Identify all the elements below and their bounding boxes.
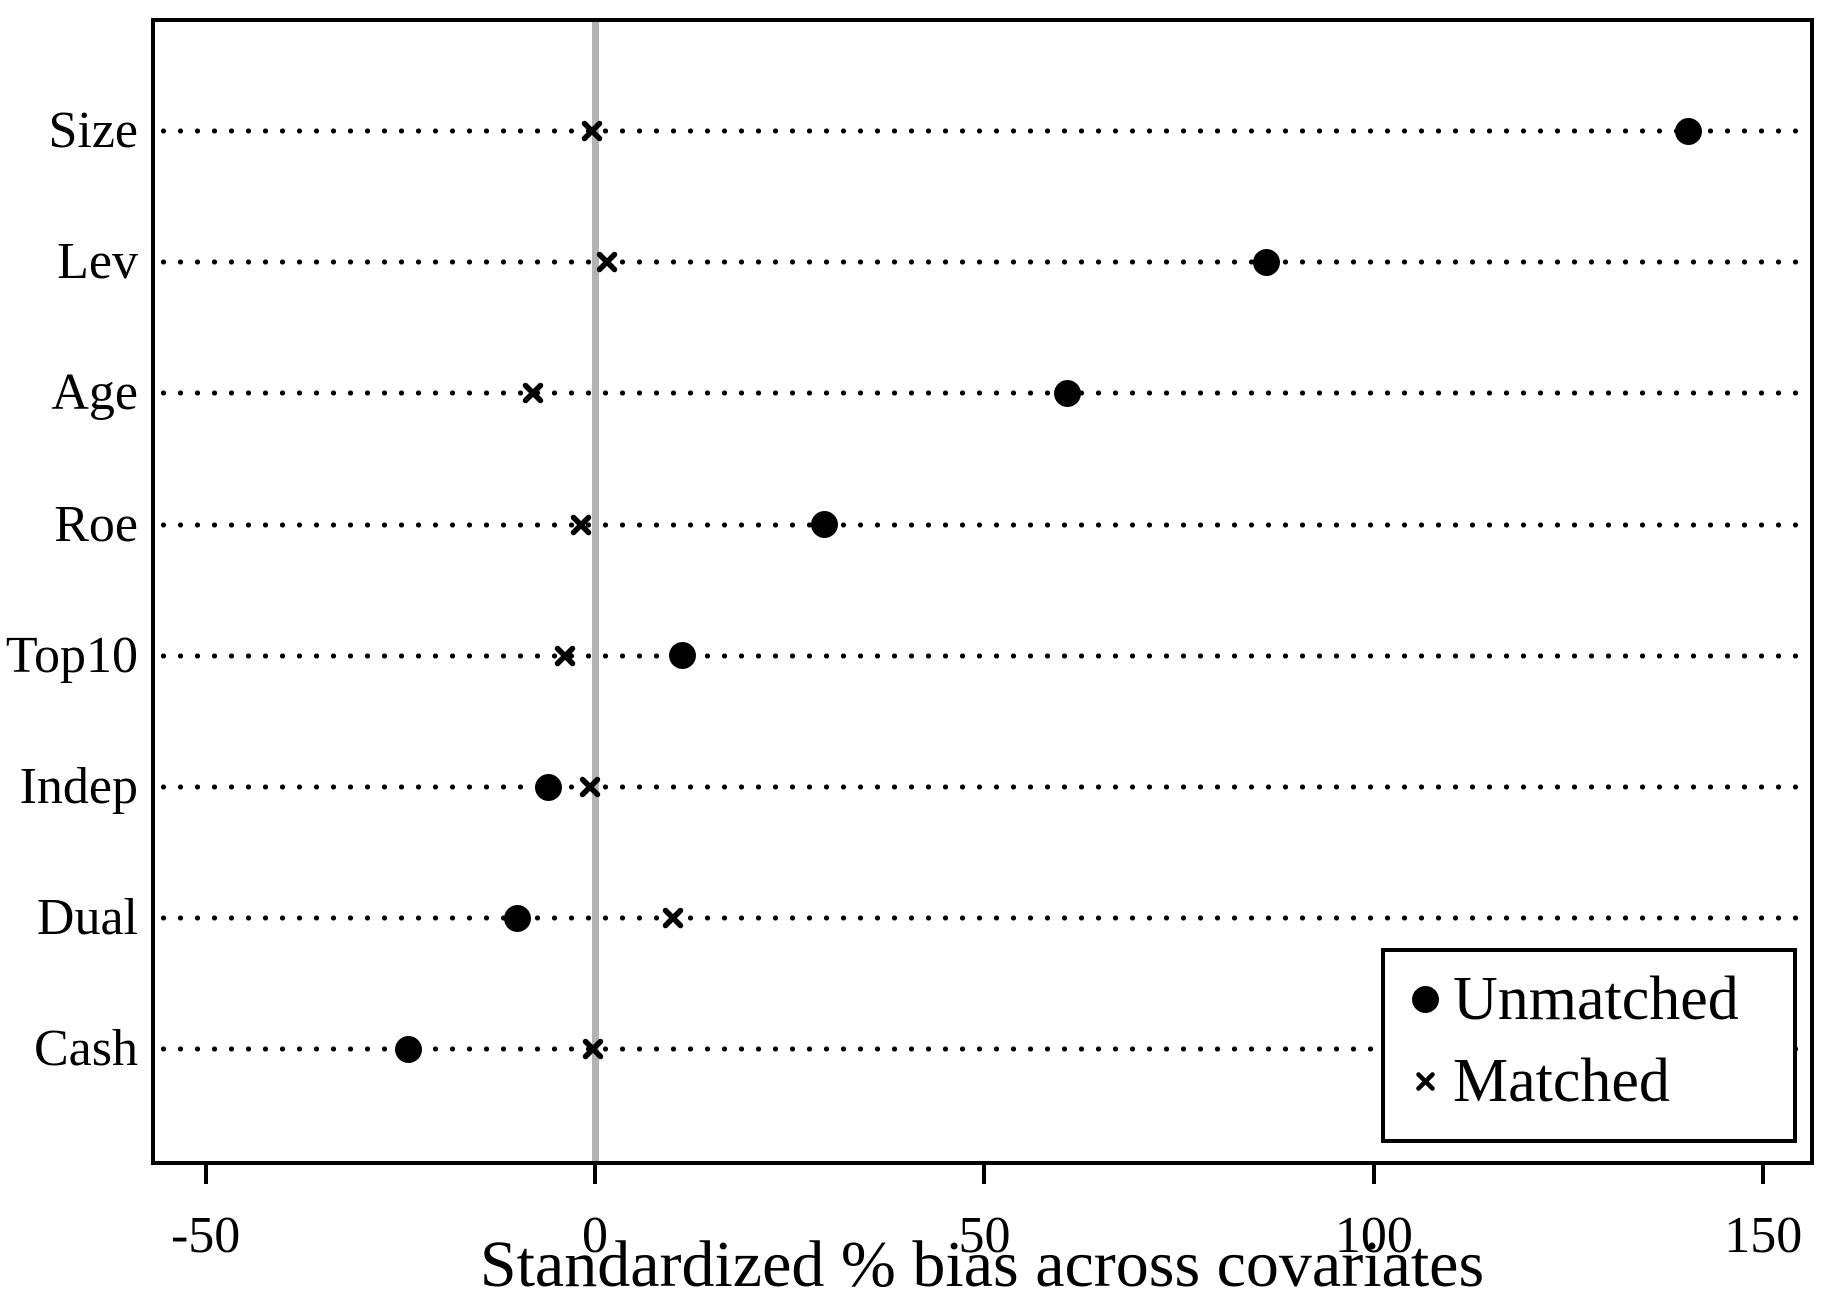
grid-row-line-indep xyxy=(155,784,1810,790)
filled-circle-icon xyxy=(1397,985,1453,1013)
matched-marker-dual xyxy=(661,906,685,930)
grid-row-line-cash xyxy=(155,1046,1810,1053)
x-axis-tick-label-0: 0 xyxy=(582,1207,609,1264)
matched-marker-size xyxy=(580,119,604,143)
legend: Unmatched Matched xyxy=(1381,948,1797,1143)
grid-row-line-age xyxy=(155,390,1810,397)
y-axis-label-roe: Roe xyxy=(54,495,138,553)
x-axis-label: Standardized % bias across covariates xyxy=(479,1228,1485,1301)
x-axis-tick-label--50: -50 xyxy=(170,1207,241,1264)
x-axis-tick-label-150: 150 xyxy=(1724,1207,1803,1264)
grid-row-line-lev xyxy=(155,259,1810,266)
x-axis-tick-150 xyxy=(1761,1163,1766,1184)
unmatched-marker-size xyxy=(1675,117,1702,145)
x-axis-tick-50 xyxy=(982,1163,987,1184)
unmatched-marker-dual xyxy=(503,904,531,932)
matched-marker-age xyxy=(521,381,545,405)
y-axis-label-size: Size xyxy=(48,102,138,159)
grid-row-line-size xyxy=(155,128,1810,134)
x-cross-icon xyxy=(1397,1071,1453,1092)
y-axis-label-cash: Cash xyxy=(34,1020,138,1078)
legend-item-matched: Matched xyxy=(1397,1040,1793,1122)
y-axis-label-lev: Lev xyxy=(57,233,138,291)
x-axis-tick-0 xyxy=(593,1163,598,1184)
unmatched-marker-cash xyxy=(395,1035,423,1063)
unmatched-marker-indep xyxy=(534,773,562,801)
zero-reference-line xyxy=(591,22,599,1161)
matched-marker-roe xyxy=(569,513,593,537)
x-axis-tick-100 xyxy=(1371,1163,1376,1184)
x-axis-tick-label-100: 100 xyxy=(1334,1207,1413,1264)
unmatched-marker-lev xyxy=(1252,248,1280,276)
legend-label-matched: Matched xyxy=(1453,1047,1670,1115)
y-axis-label-top10: Top10 xyxy=(5,626,138,684)
matched-marker-indep xyxy=(578,775,602,799)
unmatched-marker-age xyxy=(1053,379,1081,407)
y-axis-label-age: Age xyxy=(51,364,138,422)
grid-row-line-roe xyxy=(155,521,1810,528)
y-axis-label-dual: Dual xyxy=(36,889,138,947)
legend-item-unmatched: Unmatched xyxy=(1397,958,1793,1040)
unmatched-marker-top10 xyxy=(668,642,696,670)
x-axis-tick-label-50: 50 xyxy=(958,1207,1011,1264)
grid-row-line-dual xyxy=(155,915,1810,922)
matched-marker-cash xyxy=(581,1037,605,1061)
x-axis-tick--50 xyxy=(203,1163,208,1184)
y-axis-label-indep: Indep xyxy=(19,758,138,815)
unmatched-marker-roe xyxy=(810,511,838,539)
grid-row-line-top10 xyxy=(155,652,1810,659)
legend-label-unmatched: Unmatched xyxy=(1453,965,1739,1033)
matched-marker-top10 xyxy=(553,644,577,668)
matched-marker-lev xyxy=(595,250,619,274)
